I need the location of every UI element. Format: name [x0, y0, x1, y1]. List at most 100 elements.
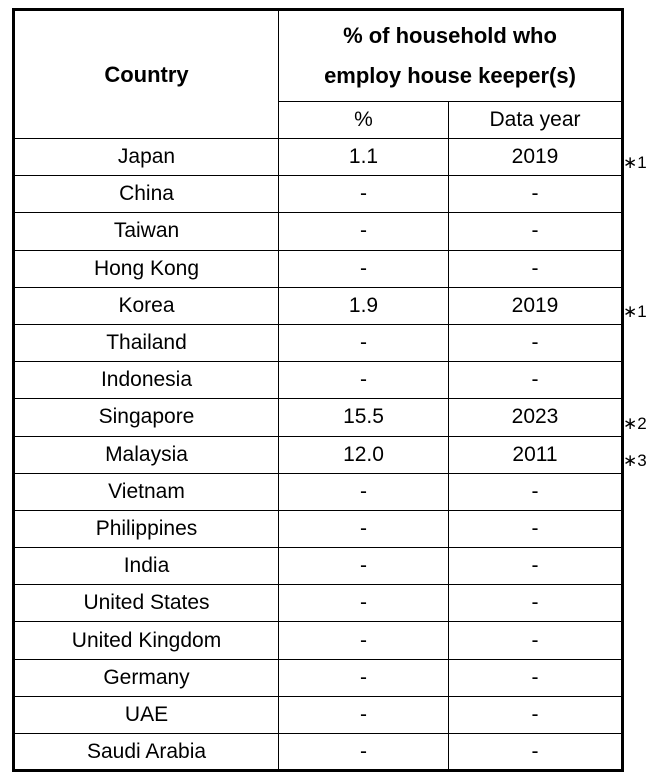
header-row-sub: % Data year [14, 101, 623, 139]
year-cell: - [448, 658, 623, 697]
table-row: UAE - - [13, 695, 623, 735]
col-header-data-year: Data year [448, 101, 623, 139]
table-row: Vietnam - - [13, 472, 623, 511]
footnote-marker-slot: ∗1 [623, 137, 657, 174]
col-header-percent: % [278, 101, 449, 139]
year-cell: - [448, 323, 623, 363]
percent-cell: - [278, 732, 449, 772]
footnote-marker-slot: ∗1 [623, 286, 657, 323]
country-cell: China [13, 175, 279, 214]
table-row: Germany - - [13, 658, 623, 697]
footnote-marker-slot [623, 472, 657, 509]
percent-cell: - [278, 658, 449, 697]
footnote-marker-slot [623, 509, 657, 546]
table-row: United States - - [13, 584, 623, 623]
year-cell: 2019 [448, 137, 623, 177]
group-header-line1: % of household who [343, 23, 557, 48]
year-cell: - [448, 175, 623, 214]
country-cell: UAE [13, 695, 279, 735]
country-cell: India [13, 547, 279, 586]
year-cell: 2023 [448, 398, 623, 437]
country-cell: Malaysia [13, 435, 279, 474]
table-row: Japan 1.1 2019 [13, 137, 623, 177]
year-cell: 2011 [448, 435, 623, 474]
table-row: Philippines - - [13, 509, 623, 549]
year-cell: - [448, 509, 623, 549]
country-cell: Korea [13, 286, 279, 325]
footnote-marker: ∗1 [623, 153, 647, 173]
year-cell: 2019 [448, 286, 623, 325]
footnote-marker-slot [623, 695, 657, 732]
percent-cell: - [278, 175, 449, 214]
table-row: Saudi Arabia - - [13, 732, 623, 772]
percent-cell: - [278, 361, 449, 400]
footnote-marker: ∗2 [623, 413, 647, 433]
table-row: Taiwan - - [13, 212, 623, 251]
header-row-group: Country % of household who employ house … [13, 9, 623, 139]
footnote-marker-slot [623, 583, 657, 620]
footnote-marker-slot [623, 174, 657, 211]
year-cell: - [448, 621, 623, 660]
table-row: China - - [13, 175, 623, 214]
country-cell: Hong Kong [13, 249, 279, 288]
footnote-marker-slot [623, 658, 657, 695]
country-cell: United States [13, 584, 279, 623]
year-cell: - [448, 212, 623, 251]
footnote-marker-slot [623, 249, 657, 286]
year-cell: - [448, 695, 623, 735]
footnote-marker-slot [623, 323, 657, 360]
percent-cell: - [278, 584, 449, 623]
country-cell: Indonesia [13, 361, 279, 400]
year-cell: - [448, 361, 623, 400]
footnote-marker-slot: ∗2 [623, 397, 657, 434]
percent-cell: 1.9 [278, 286, 449, 325]
year-cell: - [448, 547, 623, 586]
table-row: Singapore 15.5 2023 [13, 398, 623, 437]
year-cell: - [448, 249, 623, 288]
percent-cell: - [278, 695, 449, 735]
year-cell: - [448, 584, 623, 623]
footnote-marker-slot [623, 732, 657, 769]
country-cell: Japan [13, 137, 279, 177]
percent-cell: 1.1 [278, 137, 449, 177]
housekeeper-table: Country % of household who employ house … [12, 8, 624, 773]
table-row: Indonesia - - [13, 361, 623, 400]
group-header-line2: employ house keeper(s) [324, 63, 576, 88]
country-cell: United Kingdom [13, 621, 279, 660]
table-row: Malaysia 12.0 2011 [13, 435, 623, 474]
table-row: Korea 1.9 2019 [13, 286, 623, 325]
percent-cell: - [278, 249, 449, 288]
percent-cell: - [278, 509, 449, 549]
percent-cell: - [278, 212, 449, 251]
footnote-marker-slot: ∗3 [623, 435, 657, 472]
percent-cell: - [278, 323, 449, 363]
percent-cell: 12.0 [278, 435, 449, 474]
percent-cell: 15.5 [278, 398, 449, 437]
country-cell: Vietnam [13, 472, 279, 511]
col-header-country: Country [13, 9, 279, 139]
footnote-marker: ∗3 [623, 450, 647, 470]
table-row: Thailand - - [13, 323, 623, 363]
country-cell: Saudi Arabia [13, 732, 279, 772]
footnote-marker: ∗1 [623, 301, 647, 321]
country-cell: Thailand [13, 323, 279, 363]
percent-cell: - [278, 472, 449, 511]
footnote-marker-slot [623, 620, 657, 657]
table-row: United Kingdom - - [13, 621, 623, 660]
footnote-marker-slot [623, 546, 657, 583]
percent-cell: - [278, 547, 449, 586]
year-cell: - [448, 472, 623, 511]
footnote-marker-rail: ∗1 ∗1 ∗2 ∗3 [623, 137, 657, 769]
footnote-marker-slot [623, 360, 657, 397]
country-cell: Germany [13, 658, 279, 697]
country-cell: Singapore [13, 398, 279, 437]
col-header-group: % of household who employ house keeper(s… [278, 9, 623, 102]
percent-cell: - [278, 621, 449, 660]
country-cell: Taiwan [13, 212, 279, 251]
country-cell: Philippines [13, 509, 279, 549]
footnote-marker-slot [623, 211, 657, 248]
year-cell: - [448, 732, 623, 772]
table-row: India - - [13, 547, 623, 586]
table-row: Hong Kong - - [13, 249, 623, 288]
